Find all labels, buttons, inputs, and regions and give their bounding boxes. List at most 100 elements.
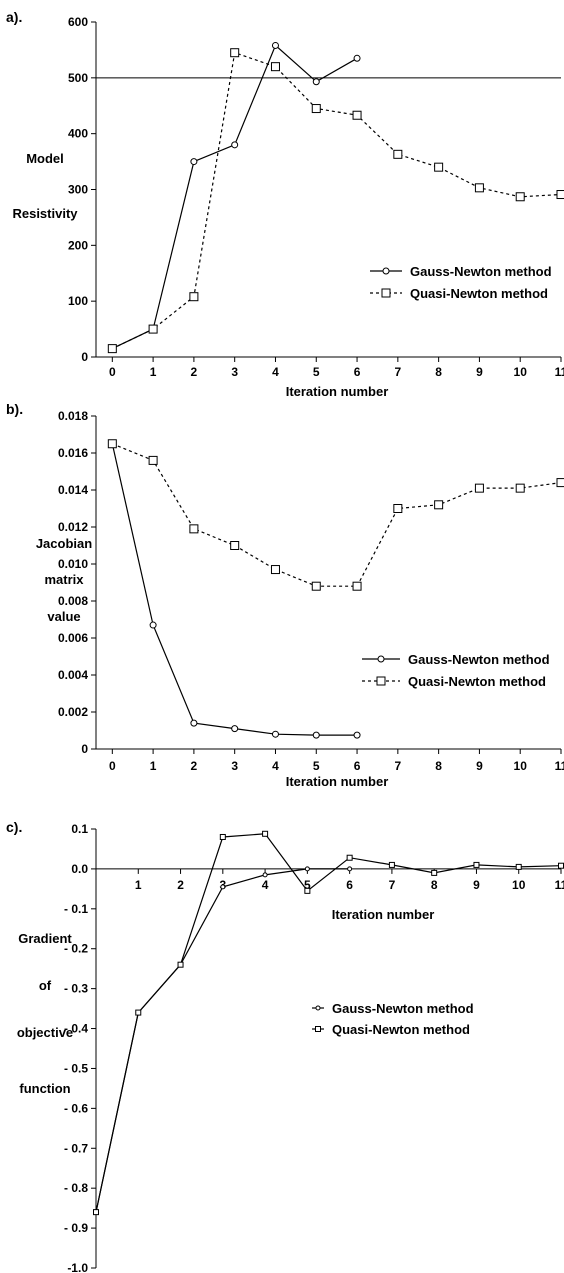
- y-tick-label: - 0.6: [64, 1101, 88, 1115]
- y-tick-label: 0.014: [58, 483, 88, 497]
- legend-marker-circle: [377, 655, 385, 663]
- y-axis-label-line: objective: [17, 1025, 73, 1040]
- data-point-square: [311, 104, 321, 114]
- data-point-square: [393, 504, 403, 513]
- data-point-square: [107, 344, 117, 354]
- data-point-circle: [190, 158, 198, 166]
- x-tick-label: 5: [313, 759, 320, 773]
- data-point-circle: [262, 872, 268, 878]
- x-tick-label: 1: [135, 878, 142, 892]
- data-point-circle: [220, 884, 226, 890]
- x-tick-label: 10: [514, 759, 528, 773]
- y-axis-label-line: Resistivity: [12, 206, 78, 221]
- series-line-gauss-newton: [112, 44, 358, 350]
- y-axis-label-line: value: [47, 609, 80, 624]
- x-tick-label: 0: [109, 365, 116, 379]
- y-tick-label: 0.012: [58, 520, 88, 534]
- data-point-square: [352, 110, 362, 120]
- data-point-square: [515, 483, 525, 493]
- data-point-square: [304, 887, 311, 894]
- series-line-quasi-newton: [112, 51, 562, 350]
- series-line-quasi-newton: [112, 443, 562, 587]
- y-tick-label: 0.016: [58, 446, 88, 460]
- data-point-square: [270, 565, 280, 575]
- panel-b: b). 0 0.002 0.004 0.006 0.008 0.010 0.012 0.014 0…: [6, 401, 564, 789]
- data-point-square: [431, 869, 438, 876]
- data-point-square: [189, 292, 199, 302]
- x-tick-label: 6: [354, 365, 361, 379]
- y-axis-label-line: of: [39, 978, 52, 993]
- data-point-circle: [304, 866, 310, 872]
- x-tick-label: 2: [191, 365, 198, 379]
- x-tick-label: 10: [512, 878, 526, 892]
- y-tick-label: 0: [81, 350, 88, 364]
- y-axis-label-line: Gradient: [18, 931, 72, 946]
- x-axis-label: Iteration number: [332, 907, 435, 922]
- data-point-square: [148, 324, 158, 334]
- data-point-square: [230, 541, 240, 550]
- legend-label: Quasi-Newton method: [410, 286, 548, 301]
- y-tick-label: - 0.9: [64, 1221, 88, 1235]
- y-tick-label: - 0.5: [64, 1061, 88, 1075]
- y-tick-label: 200: [68, 238, 88, 252]
- x-tick-label: 5: [313, 365, 320, 379]
- legend-marker-circle: [315, 1005, 321, 1011]
- data-point-circle: [271, 41, 279, 49]
- y-tick-label: 600: [68, 15, 88, 29]
- legend-marker-square: [315, 1026, 321, 1032]
- panel-c: c). 0.1 0.0 - 0.1 - 0.2 - 0.3 - 0.4 - 0.5 - 0.6 -…: [6, 819, 564, 1273]
- x-tick-label: 9: [473, 878, 480, 892]
- legend-marker-circle: [382, 267, 390, 275]
- panel-label: b).: [6, 401, 23, 417]
- data-point-square: [148, 455, 158, 465]
- data-point-square: [474, 483, 484, 493]
- data-point-square: [189, 524, 199, 534]
- x-tick-label: 8: [435, 759, 442, 773]
- data-point-circle: [190, 719, 198, 727]
- data-point-circle: [271, 730, 279, 738]
- data-point-square: [230, 48, 240, 58]
- y-tick-label: - 0.4: [64, 1022, 88, 1036]
- panel-label: a).: [6, 9, 22, 25]
- data-point-square: [270, 62, 280, 72]
- data-point-square: [556, 190, 564, 200]
- y-tick-label: 0.018: [58, 409, 88, 423]
- x-tick-label: 9: [476, 365, 483, 379]
- data-point-circle: [231, 725, 239, 733]
- y-tick-label: 0.008: [58, 594, 88, 608]
- x-tick-label: 11: [555, 365, 564, 379]
- data-point-square: [393, 149, 403, 159]
- legend-label: Gauss-Newton method: [332, 1001, 474, 1016]
- x-axis-label: Iteration number: [286, 384, 389, 399]
- x-tick-label: 7: [394, 759, 401, 773]
- y-tick-label: - 0.1: [64, 902, 88, 916]
- y-tick-label: 0: [81, 742, 88, 756]
- x-tick-label: 9: [476, 759, 483, 773]
- x-tick-label: 11: [555, 759, 564, 773]
- x-tick-label: 10: [514, 365, 528, 379]
- y-tick-label: 0.002: [58, 705, 88, 719]
- data-point-circle: [353, 54, 361, 62]
- data-point-circle: [149, 621, 157, 629]
- legend-marker-square: [376, 676, 386, 686]
- x-tick-label: 6: [354, 759, 361, 773]
- y-tick-label: - 0.8: [64, 1181, 88, 1195]
- y-axis-label-line: Jacobian: [36, 536, 92, 551]
- x-tick-label: 5: [304, 878, 311, 892]
- x-tick-label: 1: [150, 759, 157, 773]
- data-point-square: [346, 854, 353, 861]
- data-point-circle: [312, 731, 320, 739]
- y-tick-label: 500: [68, 71, 88, 85]
- x-tick-label: 7: [394, 365, 401, 379]
- y-tick-label: 0.010: [58, 557, 88, 571]
- data-point-square: [311, 581, 321, 591]
- data-point-square: [473, 861, 480, 868]
- data-point-circle: [347, 866, 353, 872]
- y-tick-label: 0.006: [58, 631, 88, 645]
- data-point-square: [135, 1009, 142, 1016]
- x-tick-label: 2: [177, 878, 184, 892]
- y-tick-label: -1.0: [67, 1261, 88, 1273]
- x-tick-label: 4: [272, 365, 279, 379]
- data-point-square: [352, 581, 362, 591]
